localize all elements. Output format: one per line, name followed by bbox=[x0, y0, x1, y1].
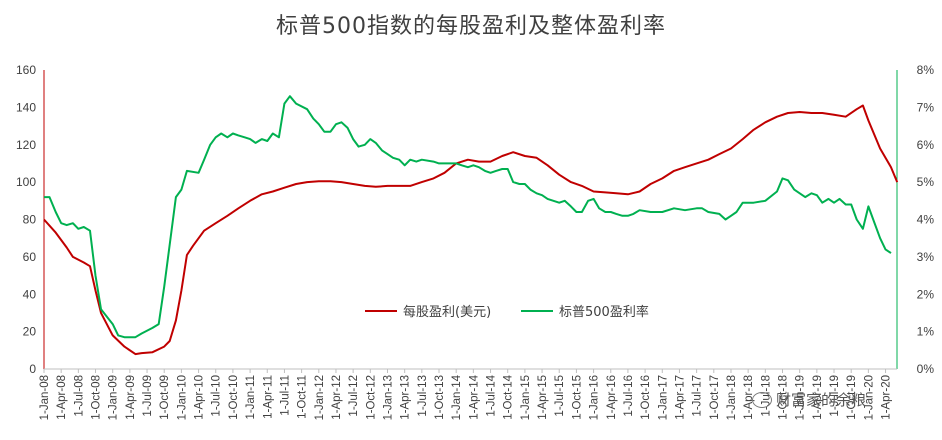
x-tick-label: 1-Oct-13 bbox=[434, 375, 446, 420]
right-tick-label: 0% bbox=[917, 362, 935, 376]
x-tick-label: 1-Oct-16 bbox=[640, 375, 652, 420]
right-tick-label: 6% bbox=[917, 138, 935, 152]
x-tick-label: 1-Jan-13 bbox=[382, 375, 394, 420]
legend: 每股盈利(美元) 标普500盈利率 bbox=[365, 304, 649, 320]
left-tick-label: 0 bbox=[29, 362, 36, 376]
x-tick-label: 1-Apr-19 bbox=[812, 375, 824, 420]
x-tick-label: 1-Oct-19 bbox=[846, 375, 858, 420]
x-tick-label: 1-Jul-11 bbox=[279, 375, 291, 416]
right-tick-label: 5% bbox=[917, 175, 935, 189]
x-tick-label: 1-Oct-14 bbox=[503, 374, 515, 419]
x-tick-label: 1-Apr-11 bbox=[262, 375, 274, 419]
x-tick-label: 1-Oct-10 bbox=[228, 375, 240, 420]
x-tick-label: 1-Jan-09 bbox=[108, 375, 120, 420]
left-tick-label: 20 bbox=[23, 325, 37, 339]
left-tick-label: 40 bbox=[23, 287, 37, 301]
x-tick-label: 1-Jan-17 bbox=[657, 375, 669, 420]
x-tick-label: 1-Apr-15 bbox=[537, 375, 549, 420]
x-tick-label: 1-Apr-12 bbox=[331, 375, 343, 420]
x-tick-label: 1-Jan-11 bbox=[245, 375, 257, 420]
x-tick-label: 1-Oct-08 bbox=[91, 375, 103, 420]
series-lines bbox=[43, 95, 899, 356]
x-tick-label: 1-Jul-12 bbox=[348, 375, 360, 417]
x-tick-label: 1-Jul-08 bbox=[73, 375, 85, 417]
x-tick-label: 1-Jan-08 bbox=[39, 375, 51, 420]
right-tick-label: 2% bbox=[917, 287, 935, 301]
x-tick-label: 1-Apr-17 bbox=[674, 375, 686, 420]
left-tick-label: 120 bbox=[16, 138, 36, 152]
right-tick-label: 4% bbox=[917, 213, 935, 227]
left-tick-label: 160 bbox=[16, 63, 36, 77]
x-tick-label: 1-Apr-14 bbox=[468, 374, 480, 419]
x-tick-label: 1-Apr-20 bbox=[881, 375, 893, 420]
x-tick-label: 1-Oct-09 bbox=[159, 375, 171, 420]
legend-label: 标普500盈利率 bbox=[559, 304, 649, 320]
axes: 0 20 40 60 80 100 120 140 160 0% 1% 2% 3% 4% 5% 6% 7% 8% bbox=[16, 63, 934, 376]
x-tick-label: 1-Jul-13 bbox=[417, 375, 429, 417]
x-tick-label: 1-Jul-10 bbox=[211, 375, 223, 417]
x-tick-label: 1-Jan-20 bbox=[863, 375, 875, 420]
x-tick-label: 1-Jul-19 bbox=[829, 375, 841, 417]
x-tick-label: 1-Apr-16 bbox=[606, 375, 618, 420]
x-tick-label: 1-Oct-11 bbox=[297, 375, 309, 419]
x-tick-label: 1-Jan-15 bbox=[520, 375, 532, 420]
right-tick-label: 3% bbox=[917, 250, 935, 264]
x-tick-label: 1-Jan-14 bbox=[451, 374, 463, 420]
x-tick-label: 1-Oct-12 bbox=[365, 375, 377, 420]
x-tick-label: 1-Apr-13 bbox=[400, 375, 412, 420]
x-tick-labels: 1-Jan-08 1-Apr-08 1-Jul-08 1-Oct-08 1-Jan-09… bbox=[39, 369, 893, 420]
x-tick-label: 1-Jul-14 bbox=[486, 374, 498, 416]
chat-bubble-icon bbox=[752, 391, 772, 408]
right-tick-label: 7% bbox=[917, 100, 935, 114]
x-tick-label: 1-Apr-08 bbox=[56, 375, 68, 420]
left-tick-label: 60 bbox=[23, 250, 37, 264]
watermark: 财富家的余粮 bbox=[752, 389, 866, 410]
x-tick-label: 1-Apr-09 bbox=[125, 375, 137, 420]
eps-series-line bbox=[43, 104, 899, 356]
x-tick-label: 1-Oct-18 bbox=[778, 375, 790, 420]
left-tick-label: 100 bbox=[16, 175, 36, 189]
right-tick-label: 1% bbox=[917, 325, 935, 339]
watermark-text: 财富家的余粮 bbox=[776, 391, 867, 409]
left-tick-label: 140 bbox=[16, 100, 36, 114]
x-tick-label: 1-Jan-18 bbox=[726, 375, 738, 420]
chart-title: 标普500指数的每股盈利及整体盈利率 bbox=[276, 14, 666, 39]
right-tick-label: 8% bbox=[917, 63, 935, 77]
x-tick-label: 1-Jan-10 bbox=[176, 375, 188, 420]
earnings-yield-series-line bbox=[44, 95, 892, 339]
legend-label: 每股盈利(美元) bbox=[403, 304, 491, 320]
x-tick-label: 1-Apr-18 bbox=[743, 375, 755, 420]
x-tick-label: 1-Oct-17 bbox=[709, 375, 721, 420]
x-tick-label: 1-Jul-16 bbox=[623, 375, 635, 417]
x-tick-label: 1-Oct-15 bbox=[571, 375, 583, 420]
x-tick-label: 1-Jul-15 bbox=[554, 375, 566, 417]
x-tick-label: 1-Jul-09 bbox=[142, 375, 154, 417]
x-tick-label: 1-Jan-12 bbox=[314, 375, 326, 420]
x-tick-label: 1-Jan-16 bbox=[589, 375, 601, 420]
x-tick-label: 1-Jul-17 bbox=[692, 375, 704, 417]
x-tick-label: 1-Jan-19 bbox=[795, 375, 807, 420]
x-tick-label: 1-Apr-10 bbox=[194, 375, 206, 420]
left-tick-label: 80 bbox=[23, 213, 37, 227]
